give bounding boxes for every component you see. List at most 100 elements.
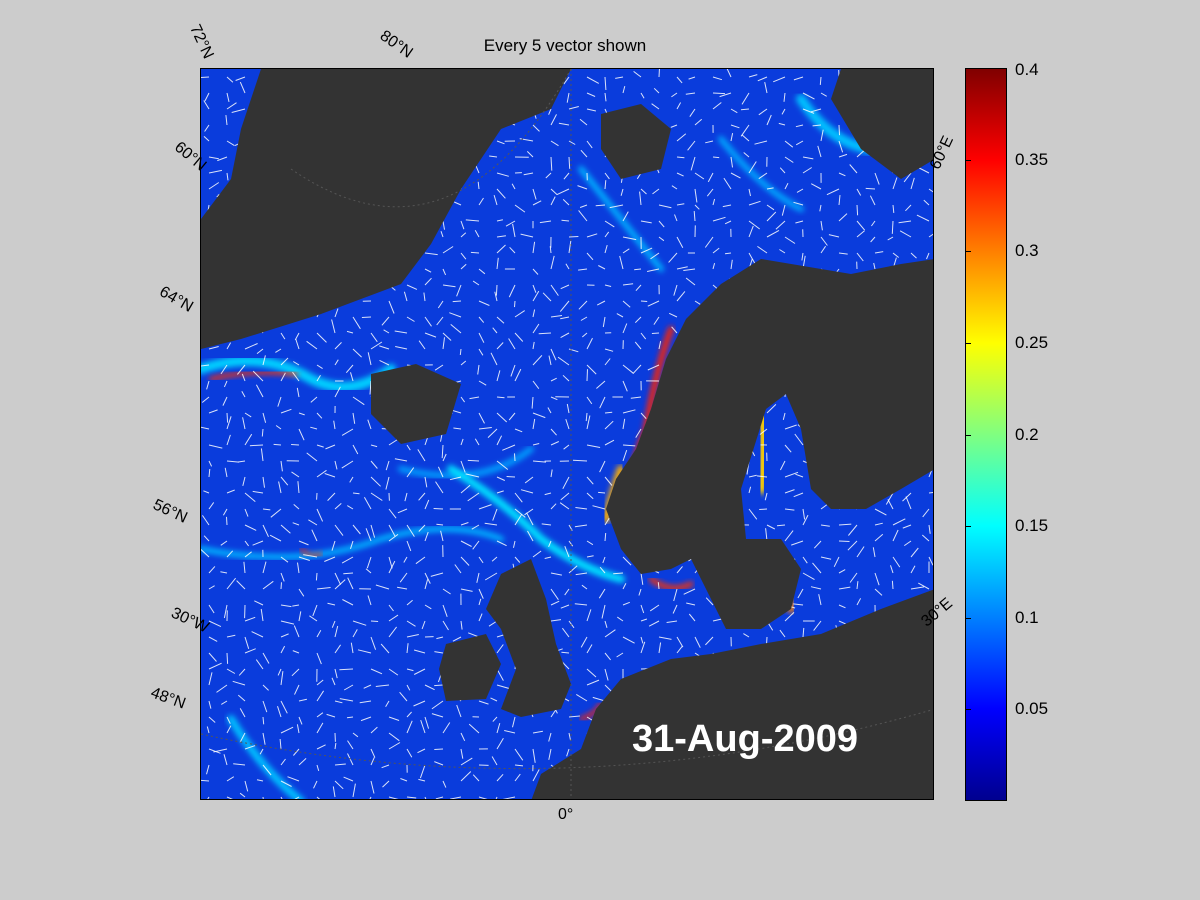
current-vector-arrow (207, 796, 210, 799)
lat-label-56n: 56°N (150, 496, 190, 527)
current-vector-arrow (252, 490, 264, 494)
current-vector-arrow (226, 172, 229, 181)
current-vector-arrow (810, 183, 822, 190)
current-vector-arrow (748, 474, 757, 478)
current-vector-arrow (280, 726, 294, 734)
current-vector-arrow (370, 492, 383, 501)
current-vector-arrow (379, 345, 390, 350)
current-vector-arrow (638, 588, 642, 596)
current-vector-arrow (208, 748, 221, 754)
current-vector-arrow (793, 492, 804, 498)
current-vector-arrow (891, 220, 894, 234)
current-vector-arrow (278, 481, 282, 494)
current-vector-arrow (334, 359, 339, 366)
current-vector-arrow (651, 103, 660, 110)
speed-streak (201, 526, 504, 560)
current-vector-arrow (388, 604, 394, 612)
current-vector-arrow (280, 671, 284, 686)
current-vector-arrow (550, 600, 560, 606)
current-vector-arrow (334, 579, 346, 590)
current-vector-arrow (436, 316, 444, 326)
current-vector-arrow (592, 505, 606, 510)
current-vector-arrow (450, 324, 462, 334)
current-vector-arrow (730, 172, 741, 179)
current-vector-arrow (280, 796, 283, 799)
current-vector-arrow (775, 220, 786, 230)
current-vector-arrow (424, 716, 430, 729)
iceland-land (371, 364, 461, 444)
current-vector-arrow (287, 776, 300, 782)
current-vector-arrow (532, 323, 540, 334)
current-vector-arrow (559, 502, 570, 510)
current-vector-arrow (905, 204, 912, 212)
current-vector-arrow (291, 471, 300, 478)
current-vector-arrow (442, 453, 447, 462)
current-vector-arrow (334, 308, 339, 318)
current-vector-arrow (316, 712, 324, 718)
current-vector-arrow (381, 764, 390, 769)
current-vector-arrow (783, 92, 786, 102)
colorbar-tick-label: 0.15 (1015, 516, 1049, 536)
current-vector-arrow (784, 612, 795, 622)
current-vector-arrow (280, 572, 285, 582)
current-vector-arrow (460, 460, 466, 473)
current-vector-arrow (226, 140, 235, 146)
current-vector-arrow (865, 187, 876, 190)
current-vector-arrow (359, 700, 372, 704)
current-vector-arrow (585, 412, 588, 422)
current-vector-arrow (334, 700, 343, 704)
current-vector-arrow (442, 604, 448, 617)
current-vector-arrow (303, 554, 318, 558)
current-vector-arrow (622, 248, 630, 254)
current-vector-arrow (478, 598, 482, 606)
current-vector-arrow (262, 796, 264, 799)
current-vector-arrow (586, 679, 600, 686)
current-vector-arrow (640, 247, 653, 254)
current-vector-arrow (604, 172, 610, 180)
current-vector-arrow (550, 469, 553, 478)
current-vector-arrow (802, 156, 814, 160)
current-vector-arrow (568, 240, 572, 254)
current-vector-arrow (201, 364, 210, 367)
current-vector-arrow (544, 556, 552, 559)
current-vector-arrow (676, 646, 683, 654)
current-vector-arrow (424, 531, 429, 542)
current-vector-arrow (676, 291, 686, 302)
current-vector-arrow (203, 490, 210, 494)
current-vector-arrow (388, 626, 397, 638)
current-vector-arrow (586, 644, 593, 654)
current-vector-arrow (622, 236, 637, 241)
current-vector-arrow (418, 340, 426, 350)
current-vector-arrow (434, 364, 444, 371)
current-vector-arrow (532, 284, 537, 293)
current-vector-arrow (379, 359, 390, 366)
current-vector-arrow (365, 528, 372, 542)
current-vector-arrow (352, 629, 358, 638)
current-vector-arrow (887, 236, 894, 241)
current-vector-arrow (334, 524, 344, 536)
current-vector-arrow (442, 220, 445, 230)
current-vector-arrow (478, 796, 488, 799)
current-vector-arrow (273, 443, 282, 446)
current-vector-arrow (298, 716, 303, 725)
current-vector-arrow (294, 796, 300, 799)
speed-streak (718, 136, 804, 212)
current-vector-arrow (334, 503, 342, 510)
current-vector-arrow (640, 636, 644, 644)
current-vector-arrow (754, 140, 768, 145)
current-vector-arrow (496, 140, 505, 145)
current-vector-arrow (346, 330, 354, 334)
current-vector-arrow (406, 467, 415, 478)
current-vector-arrow (685, 92, 696, 95)
current-vector-arrow (490, 352, 498, 366)
current-vector-arrow (502, 796, 516, 799)
current-vector-arrow (208, 672, 213, 686)
current-vector-arrow (280, 582, 282, 590)
current-vector-arrow (208, 585, 215, 590)
current-vector-arrow (208, 182, 220, 190)
current-vector-arrow (766, 114, 772, 126)
current-vector-arrow (208, 444, 223, 449)
current-vector-arrow (460, 556, 470, 566)
current-vector-arrow (928, 556, 933, 566)
current-vector-arrow (616, 313, 624, 318)
